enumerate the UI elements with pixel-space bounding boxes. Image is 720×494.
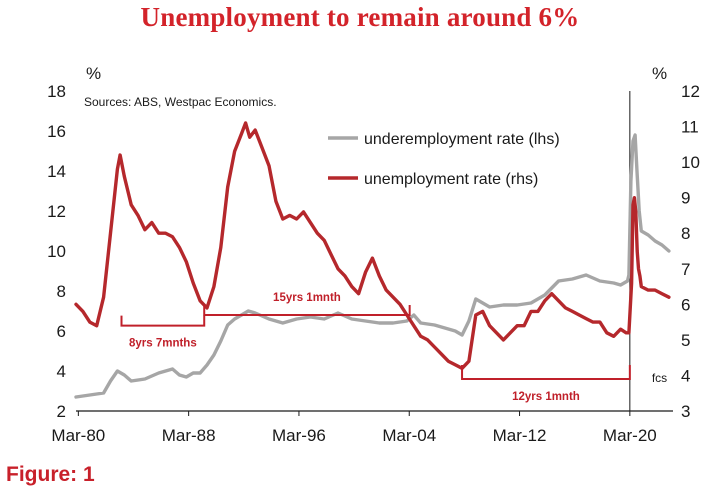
left-tick-label: 6 — [57, 322, 66, 341]
right-tick-label: 4 — [681, 366, 690, 385]
left-tick-label: 2 — [57, 402, 66, 421]
x-tick-label: Mar-04 — [382, 426, 436, 445]
x-tick-label: Mar-96 — [272, 426, 326, 445]
right-tick-label: 6 — [681, 295, 690, 314]
right-axis-unit: % — [652, 64, 667, 83]
left-tick-label: 18 — [47, 82, 66, 101]
right-tick-label: 11 — [681, 118, 699, 137]
annotation-bracket — [203, 305, 411, 316]
legend-label-underemployment: underemployment rate (lhs) — [364, 131, 560, 148]
right-tick-label: 12 — [681, 82, 700, 101]
annotation-bracket — [120, 315, 206, 327]
figure-label: Figure: 1 — [6, 463, 95, 486]
right-tick-label: 8 — [681, 224, 690, 243]
annotation-label: 15yrs 1mnth — [273, 292, 341, 304]
annotation-label: 8yrs 7mnths — [129, 338, 197, 350]
forecast-label: fcs — [652, 371, 667, 385]
left-tick-label: 14 — [47, 162, 66, 181]
source-note: Sources: ABS, Westpac Economics. — [84, 95, 277, 109]
left-tick-label: 10 — [47, 242, 66, 261]
annotation-bracket — [461, 365, 631, 380]
legend-label-unemployment: unemployment rate (rhs) — [364, 171, 538, 188]
left-axis-unit: % — [86, 64, 101, 83]
right-tick-label: 5 — [681, 331, 690, 350]
right-tick-label: 10 — [681, 153, 700, 172]
x-tick-label: Mar-80 — [51, 426, 105, 445]
x-tick-label: Mar-20 — [603, 426, 657, 445]
unemployment-series-line — [74, 121, 671, 370]
right-tick-label: 9 — [681, 189, 690, 208]
chart-title: Unemployment to remain around 6% — [140, 2, 580, 32]
x-tick-label: Mar-88 — [162, 426, 216, 445]
underemployment-series-line — [74, 133, 671, 399]
left-tick-label: 16 — [47, 122, 66, 141]
annotation-label: 12yrs 1mnth — [512, 391, 580, 403]
left-tick-label: 8 — [57, 282, 66, 301]
right-tick-label: 7 — [681, 260, 690, 279]
chart-legend: underemployment rate (lhs) unemployment … — [328, 131, 560, 188]
right-tick-label: 3 — [681, 402, 690, 421]
left-tick-label: 4 — [57, 362, 66, 381]
left-tick-label: 12 — [47, 202, 66, 221]
x-tick-label: Mar-12 — [493, 426, 547, 445]
